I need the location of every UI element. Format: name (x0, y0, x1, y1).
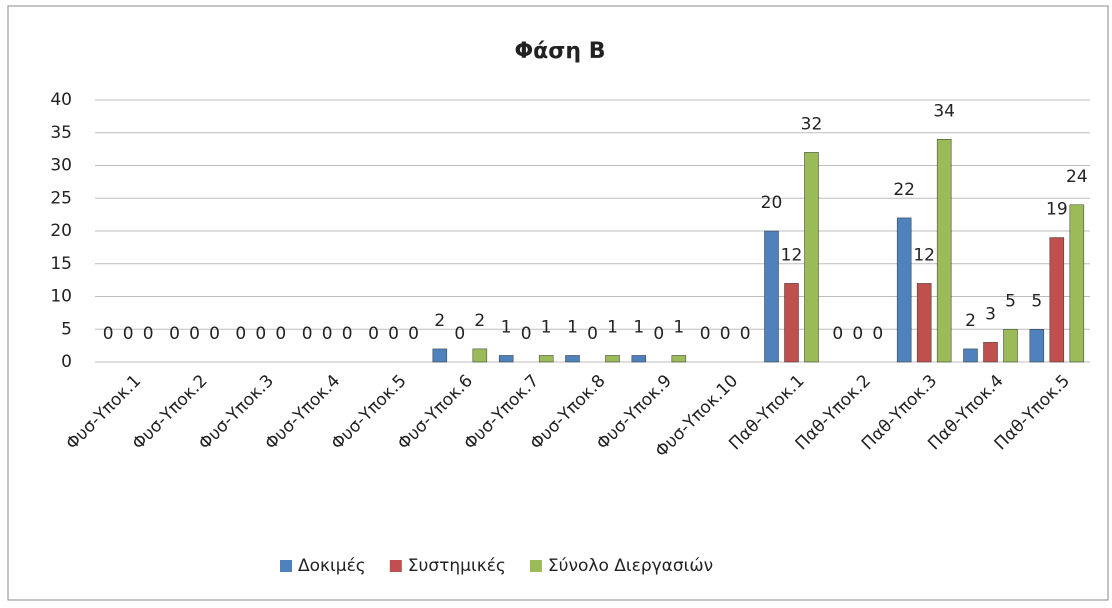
y-tick-label: 30 (50, 156, 72, 176)
data-label: 1 (501, 317, 512, 337)
legend-swatch (389, 560, 402, 572)
data-label: 0 (521, 324, 532, 344)
data-label: 1 (541, 317, 552, 337)
data-label: 0 (342, 324, 353, 344)
data-label: 1 (673, 317, 684, 337)
data-label: 2 (474, 311, 485, 331)
legend-swatch (529, 560, 542, 572)
bar (936, 139, 952, 363)
data-label: 0 (700, 324, 711, 344)
data-label: 0 (189, 324, 200, 344)
bar (432, 348, 448, 363)
bar (983, 342, 998, 363)
bar (1003, 329, 1018, 363)
data-label: 2 (965, 311, 976, 331)
data-label: 0 (103, 324, 114, 344)
data-label: 22 (893, 180, 915, 200)
data-label: 5 (1031, 291, 1042, 311)
bar (605, 355, 620, 363)
data-label: 0 (169, 324, 180, 344)
data-label: 1 (633, 317, 644, 337)
data-label: 0 (454, 324, 465, 344)
data-label: 0 (408, 324, 419, 344)
data-label: 0 (322, 324, 333, 344)
bar (472, 348, 488, 363)
y-tick-label: 35 (50, 123, 72, 143)
bar (916, 283, 932, 363)
data-label: 24 (1066, 167, 1088, 187)
data-label: 12 (781, 245, 803, 265)
bar (631, 355, 647, 363)
y-tick-label: 20 (50, 221, 72, 241)
bar (565, 355, 580, 363)
data-label: 0 (832, 324, 843, 344)
data-label: 12 (913, 245, 935, 265)
data-label: 20 (761, 193, 783, 213)
data-label: 0 (872, 324, 883, 344)
y-tick-label: 25 (50, 188, 72, 208)
data-label: 5 (1005, 291, 1016, 311)
data-label: 0 (302, 324, 313, 344)
bar (784, 283, 799, 363)
data-label: 0 (123, 324, 134, 344)
data-label: 1 (567, 317, 578, 337)
data-label: 0 (235, 324, 246, 344)
legend-label: Δοκιμές (298, 556, 366, 576)
bar (896, 217, 912, 363)
data-label: 0 (653, 324, 664, 344)
y-tick-label: 40 (50, 90, 72, 110)
data-label: 0 (209, 324, 220, 344)
bar (498, 355, 514, 363)
y-tick-label: 5 (61, 319, 72, 339)
bar (963, 348, 978, 363)
data-label: 0 (275, 324, 286, 344)
bar (1029, 329, 1045, 363)
data-label: 0 (720, 324, 731, 344)
legend-label: Συστημικές (408, 556, 506, 576)
data-label: 0 (587, 324, 598, 344)
bar (764, 230, 779, 363)
legend-label: Σύνολο Διεργασιών (548, 556, 713, 576)
y-tick-label: 15 (50, 254, 72, 274)
y-tick-label: 0 (61, 352, 72, 372)
data-label: 19 (1046, 200, 1068, 220)
chart-title: Φάση Β (514, 39, 605, 64)
bar (804, 152, 819, 363)
data-label: 0 (388, 324, 399, 344)
data-label: 0 (143, 324, 154, 344)
bar (671, 355, 687, 363)
bar (538, 355, 554, 363)
data-label: 0 (852, 324, 863, 344)
data-label: 34 (933, 101, 955, 121)
data-label: 32 (801, 114, 823, 134)
legend-swatch (280, 560, 292, 572)
data-label: 2 (434, 311, 445, 331)
data-label: 1 (607, 317, 618, 337)
data-label: 3 (985, 304, 996, 324)
data-label: 0 (368, 324, 379, 344)
data-label: 0 (255, 324, 266, 344)
bar (1049, 237, 1065, 363)
data-label: 0 (740, 324, 751, 344)
bar (1069, 204, 1085, 363)
y-tick-label: 10 (50, 287, 72, 307)
